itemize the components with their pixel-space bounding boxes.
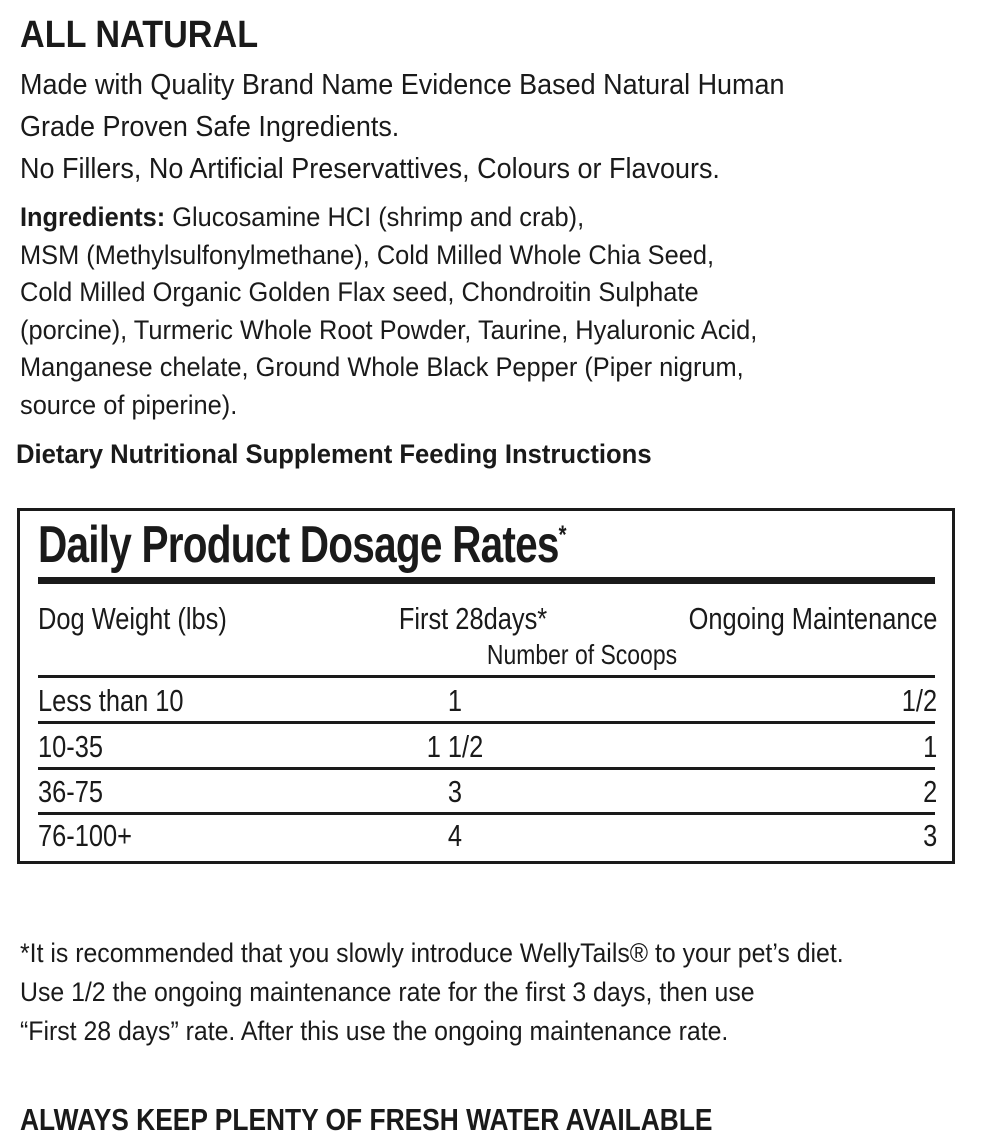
feeding-heading: Dietary Nutritional Supplement Feeding I… [16, 439, 652, 469]
intro-line: Made with Quality Brand Name Evidence Ba… [20, 69, 785, 101]
ingredients-label: Ingredients: [20, 202, 166, 232]
heading: ALL NATURAL [20, 14, 259, 56]
ingredients-line: Cold Milled Organic Golden Flax seed, Ch… [20, 277, 699, 307]
ingredients-line: Ingredients: Glucosamine HCI (shrimp and… [20, 202, 584, 233]
cell: 1 1/2 [426, 729, 484, 764]
cell: 3 [922, 818, 937, 853]
footnote-line: “First 28 days” rate. After this use the… [20, 1016, 729, 1046]
intro-line: Grade Proven Safe Ingredients. [20, 111, 400, 143]
ingredients-line: source of piperine). [20, 390, 238, 420]
divider [38, 721, 935, 724]
column-header: Ongoing Maintenance [688, 601, 937, 636]
divider [38, 577, 935, 584]
cell: 4 [447, 818, 463, 853]
footnote-line: Use 1/2 the ongoing maintenance rate for… [20, 977, 755, 1007]
subheader: Number of Scoops [486, 639, 678, 670]
ingredients-line: MSM (Methylsulfonylmethane), Cold Milled… [20, 240, 714, 270]
intro-line: No Fillers, No Artificial Preservattives… [20, 153, 720, 185]
cell: Less than 10 [38, 683, 184, 718]
column-header: First 28days* [398, 601, 548, 636]
ingredients-text: Glucosamine HCI (shrimp and crab), [165, 202, 585, 232]
cell: 3 [447, 774, 463, 809]
dosage-table: Daily Product Dosage Rates* Dog Weight (… [17, 508, 955, 864]
divider [38, 675, 935, 678]
ingredients-line: Manganese chelate, Ground Whole Black Pe… [20, 352, 744, 382]
cell: 1 [922, 729, 937, 764]
cell: 76-100+ [38, 818, 133, 853]
cell: 2 [922, 774, 937, 809]
cell: 36-75 [38, 774, 104, 809]
cell: 1 [447, 683, 463, 718]
water-warning: ALWAYS KEEP PLENTY OF FRESH WATER AVAILA… [20, 1102, 713, 1137]
column-header: Dog Weight (lbs) [38, 601, 227, 636]
ingredients-line: (porcine), Turmeric Whole Root Powder, T… [20, 315, 758, 345]
divider [38, 812, 935, 815]
cell: 1/2 [901, 683, 937, 718]
footnote-line: *It is recommended that you slowly intro… [20, 938, 844, 968]
table-title: Daily Product Dosage Rates* [38, 516, 567, 574]
divider [38, 767, 935, 770]
cell: 10-35 [38, 729, 104, 764]
